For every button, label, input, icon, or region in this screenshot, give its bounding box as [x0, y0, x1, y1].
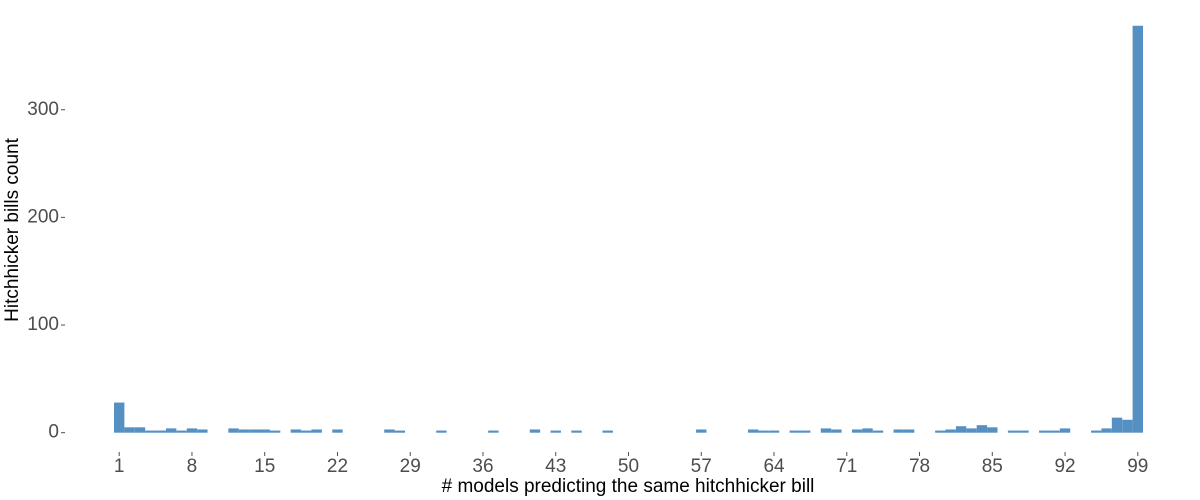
bar [124, 427, 135, 433]
bar [134, 427, 146, 433]
bar [851, 429, 863, 433]
bar [1059, 428, 1071, 433]
bar [1049, 430, 1060, 433]
y-tick-label: 100 [27, 314, 59, 335]
y-axis-label: Hitchhicker bills count [2, 137, 23, 321]
bar [301, 430, 312, 433]
y-tick-label: 300 [27, 99, 59, 120]
x-tick-label: 22 [327, 456, 348, 477]
bar [862, 428, 873, 433]
bar [696, 429, 707, 433]
bar [903, 429, 915, 433]
bar [820, 428, 832, 433]
x-tick-label: 99 [1127, 456, 1148, 477]
bar [893, 429, 904, 433]
x-tick-label: 36 [472, 456, 493, 477]
bar [1132, 25, 1143, 433]
bar [1018, 430, 1029, 433]
x-tick-label: 71 [836, 456, 857, 477]
x-tick-label: 57 [691, 456, 712, 477]
bar [1122, 419, 1133, 433]
bar [1111, 417, 1123, 433]
bar [831, 429, 842, 433]
bar [1007, 430, 1019, 433]
bar [987, 427, 998, 433]
bar [768, 430, 780, 433]
bar [155, 430, 166, 433]
x-tick-label: 50 [618, 456, 639, 477]
bar [976, 425, 988, 433]
x-tick-label: 15 [254, 456, 275, 477]
bar [550, 430, 561, 433]
bar [197, 429, 208, 433]
bar [394, 430, 406, 433]
bar [249, 429, 260, 433]
bar [259, 429, 270, 433]
bar [332, 429, 343, 433]
x-tick-label: 29 [400, 456, 421, 477]
bar [935, 430, 946, 433]
x-tick-label: 78 [909, 456, 930, 477]
bar [1091, 430, 1102, 433]
bar [228, 428, 239, 433]
bar [571, 430, 582, 433]
bar [269, 430, 281, 433]
bar [758, 430, 769, 433]
bar [955, 426, 967, 433]
y-tick-label: 0 [48, 422, 59, 443]
bar [290, 429, 302, 433]
bar [945, 429, 956, 433]
bar [114, 402, 125, 433]
bar [789, 430, 800, 433]
bar [1101, 428, 1112, 433]
bar [748, 429, 759, 433]
x-tick-label: 85 [982, 456, 1003, 477]
bar [384, 429, 395, 433]
bar [800, 430, 811, 433]
bar [872, 430, 884, 433]
bar [165, 428, 177, 433]
x-tick-label: 1 [114, 456, 125, 477]
x-tick-label: 64 [763, 456, 785, 477]
x-axis-label: # models predicting the same hitchhicker… [442, 476, 815, 497]
bar [488, 430, 499, 433]
bar [602, 430, 613, 433]
bar [1039, 430, 1050, 433]
bar [238, 429, 250, 433]
bar [145, 430, 156, 433]
x-tick-label: 92 [1054, 456, 1075, 477]
x-tick-label: 43 [545, 456, 566, 477]
y-tick-label: 200 [27, 206, 59, 227]
bar [311, 429, 322, 433]
bar [186, 428, 198, 433]
bar [966, 428, 977, 433]
x-tick-label: 8 [187, 456, 198, 477]
bar [529, 429, 541, 433]
bar [176, 430, 187, 433]
bar [436, 430, 447, 433]
